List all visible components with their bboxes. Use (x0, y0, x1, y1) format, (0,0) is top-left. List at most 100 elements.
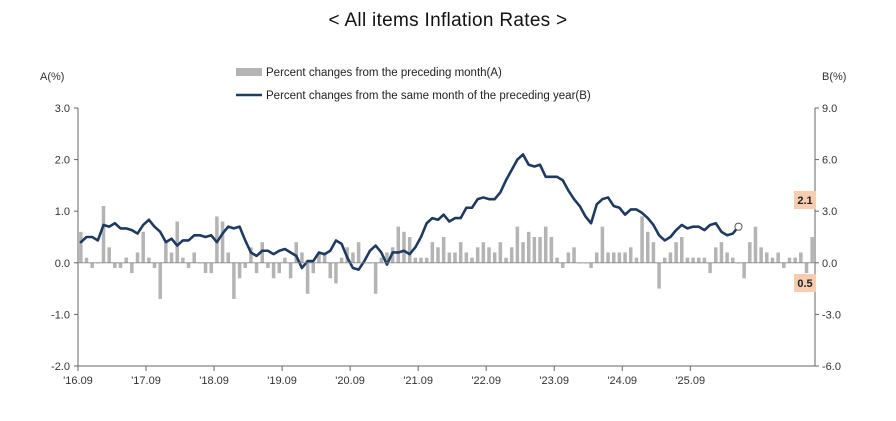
callout-a-box (794, 274, 816, 292)
x-tick-label: '23.09 (539, 375, 569, 387)
bar (725, 252, 729, 263)
bar (181, 257, 185, 263)
bar (164, 242, 168, 263)
bar (175, 221, 179, 263)
bar (526, 231, 531, 263)
bar (339, 257, 344, 263)
bar (351, 252, 355, 263)
bar (793, 257, 797, 263)
bar (515, 226, 520, 263)
bar (697, 257, 701, 263)
bar (560, 262, 565, 268)
yoy-line (79, 153, 740, 271)
last-point-marker (734, 222, 743, 231)
y-right-tick-label: 0.0 (822, 258, 837, 270)
legend-label-line: Percent changes from the same month of t… (266, 90, 591, 102)
bar (130, 262, 134, 274)
x-tick-label: '24.09 (607, 375, 637, 387)
bar (470, 257, 474, 263)
bar (748, 242, 752, 263)
bar (232, 262, 236, 299)
bar (492, 252, 497, 263)
y-left-tick-label: -2.0 (51, 361, 70, 373)
bar (147, 257, 151, 263)
callout-b-box (794, 191, 816, 209)
legend-label-bar: Percent changes from the preceding month… (266, 67, 502, 79)
bar (787, 257, 792, 263)
bar (118, 262, 123, 268)
bar (413, 257, 418, 263)
bar (498, 242, 503, 263)
bar (663, 257, 667, 263)
bar (271, 262, 276, 279)
bar (124, 257, 128, 263)
bar (294, 242, 299, 263)
bar (288, 262, 293, 279)
bar (101, 206, 106, 263)
bar (249, 247, 253, 263)
bar (226, 252, 230, 263)
y-right-tick-label: 6.0 (822, 155, 837, 167)
bar (453, 252, 457, 263)
bar (169, 252, 174, 263)
bar (186, 262, 191, 268)
bar (776, 252, 780, 263)
bar (634, 257, 639, 263)
y-right-tick-label: 3.0 (822, 206, 837, 218)
bar (407, 237, 412, 263)
bar (555, 257, 559, 263)
bar (334, 262, 338, 284)
bar (79, 231, 83, 263)
y-left-tick-label: 3.0 (55, 103, 70, 115)
bar (436, 247, 440, 263)
bar (600, 226, 605, 263)
bar (220, 221, 225, 263)
bar (543, 226, 548, 263)
bar (385, 252, 389, 263)
bar (419, 257, 423, 263)
bar (606, 252, 610, 263)
y-left-tick-label: 0.0 (55, 258, 70, 270)
x-tick-label: '20.09 (335, 375, 365, 387)
bar (714, 247, 718, 263)
bar (277, 262, 282, 274)
bar (566, 252, 571, 263)
bar (328, 262, 333, 279)
bar (521, 242, 525, 263)
bar (810, 237, 814, 263)
bar (770, 257, 775, 263)
y-left-tick-label: 1.0 (55, 206, 70, 218)
x-tick-label: '16.09 (63, 375, 93, 387)
bar (481, 242, 486, 263)
y-left-axis-title: A(%) (40, 71, 64, 83)
bar (141, 231, 145, 263)
bar (646, 231, 650, 263)
bar (135, 252, 140, 263)
bar (430, 242, 435, 263)
bar (487, 247, 491, 263)
bar (113, 262, 117, 268)
bar (538, 237, 542, 263)
bar (356, 242, 361, 263)
legend-swatch-bar (236, 68, 262, 76)
x-tick-label: '22.09 (471, 375, 501, 387)
bar (657, 262, 661, 289)
bar (617, 252, 622, 263)
bar (759, 247, 763, 263)
bar (753, 226, 758, 263)
bar (215, 216, 219, 263)
bar (311, 262, 316, 274)
bar (192, 252, 196, 263)
bar (317, 252, 321, 263)
bar (441, 237, 446, 263)
x-tick-label: '19.09 (267, 375, 297, 387)
bar (254, 262, 259, 274)
bar (402, 231, 406, 263)
bar (628, 247, 633, 263)
bar (283, 257, 287, 263)
bar (504, 257, 508, 263)
bar (651, 242, 656, 263)
bar (532, 237, 537, 263)
bar (84, 257, 89, 263)
bar (373, 262, 378, 294)
